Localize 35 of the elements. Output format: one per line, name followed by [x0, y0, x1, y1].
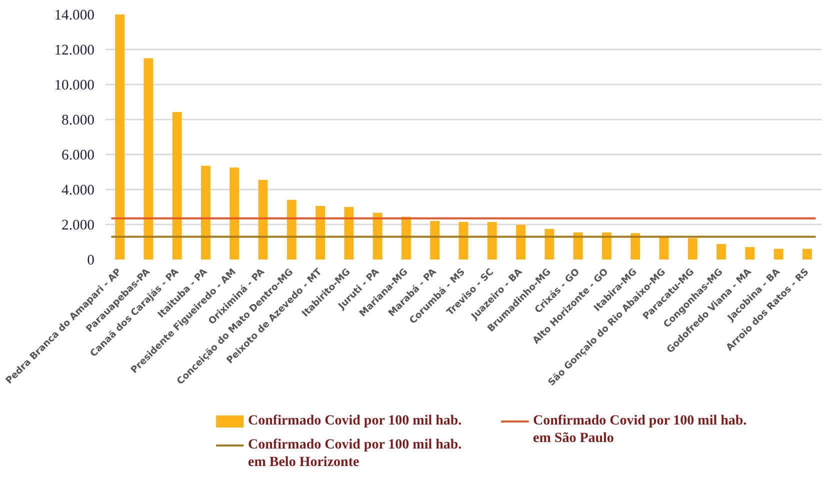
legend-label: Confirmado Covid por 100 mil hab. em Belo Horizonte: [248, 438, 462, 470]
bar: [630, 233, 640, 260]
legend-label: Confirmado Covid por 100 mil hab.: [248, 414, 462, 428]
y-tick-label: 12.000: [54, 42, 95, 58]
y-tick-label: 0: [87, 252, 94, 268]
bar: [688, 238, 698, 260]
bar: [372, 212, 382, 260]
bar: [487, 222, 497, 260]
bar: [115, 14, 125, 260]
bar: [602, 232, 612, 260]
bar: [745, 247, 755, 260]
y-tick-label: 4.000: [62, 182, 95, 198]
bar: [401, 216, 411, 260]
y-tick-label: 10.000: [54, 78, 95, 94]
bar: [516, 224, 526, 260]
bar: [430, 221, 440, 260]
bar: [201, 166, 210, 260]
y-tick-label: 2.000: [62, 218, 95, 234]
bar: [774, 248, 784, 260]
bar: [258, 180, 268, 260]
y-tick-label: 6.000: [62, 148, 95, 164]
bar: [144, 58, 154, 260]
bar: [716, 244, 726, 260]
bar: [316, 206, 326, 260]
y-tick-label: 14.000: [54, 8, 95, 24]
bar: [230, 168, 240, 260]
bar: [573, 232, 583, 260]
bar: [344, 207, 354, 260]
legend-label: Confirmado Covid por 100 mil hab. em São Paulo: [533, 414, 747, 446]
bar: [802, 248, 812, 260]
y-tick-label: 8.000: [62, 112, 95, 128]
bar: [544, 229, 554, 260]
bar: [458, 222, 468, 260]
bar: [172, 112, 182, 260]
bar: [286, 200, 296, 260]
